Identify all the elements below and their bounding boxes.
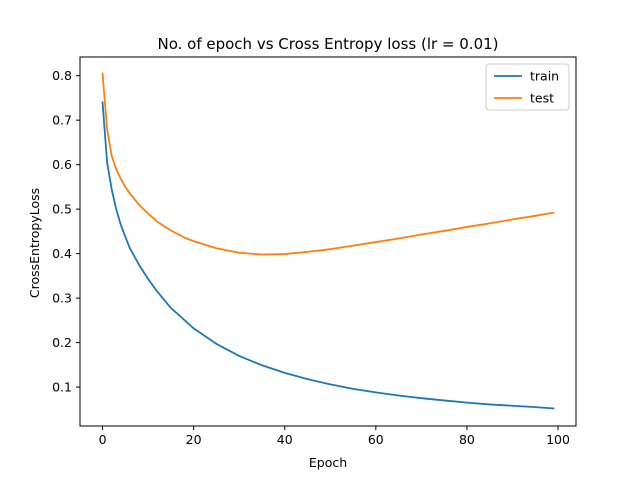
legend: train test [485, 63, 570, 111]
axes-frame [79, 56, 577, 427]
y-tick-label-0.2: 0.2 [52, 335, 72, 350]
x-tick-label-40: 40 [277, 432, 293, 447]
x-tick-label-20: 20 [186, 432, 202, 447]
legend-label-test: test [530, 91, 554, 106]
x-tick-label-60: 60 [368, 432, 384, 447]
series-line-test [101, 72, 555, 256]
x-axis-label: Epoch [309, 455, 347, 470]
y-tick-label-0.6: 0.6 [52, 157, 72, 172]
y-axis-label: CrossEntropyLoss [27, 188, 42, 298]
legend-label-train: train [530, 69, 559, 84]
axes: 0 20 40 60 80 100 0.1 0.2 0.3 0.4 0.5 0.6 0.7 0.8 [52, 56, 577, 447]
x-tick-label-100: 100 [546, 432, 570, 447]
y-tick-label-0.3: 0.3 [52, 291, 72, 306]
y-tick-label-0.8: 0.8 [52, 68, 72, 83]
x-tick-label-80: 80 [459, 432, 475, 447]
y-tick-label-0.7: 0.7 [52, 113, 72, 128]
x-tick-label-0: 0 [99, 432, 107, 447]
y-tick-label-0.5: 0.5 [52, 202, 72, 217]
y-tick-label-0.1: 0.1 [52, 380, 72, 395]
series-line-train [101, 101, 555, 410]
plot-area [101, 72, 555, 410]
y-tick-label-0.4: 0.4 [52, 246, 72, 261]
chart-title: No. of epoch vs Cross Entropy loss (lr =… [157, 35, 498, 53]
